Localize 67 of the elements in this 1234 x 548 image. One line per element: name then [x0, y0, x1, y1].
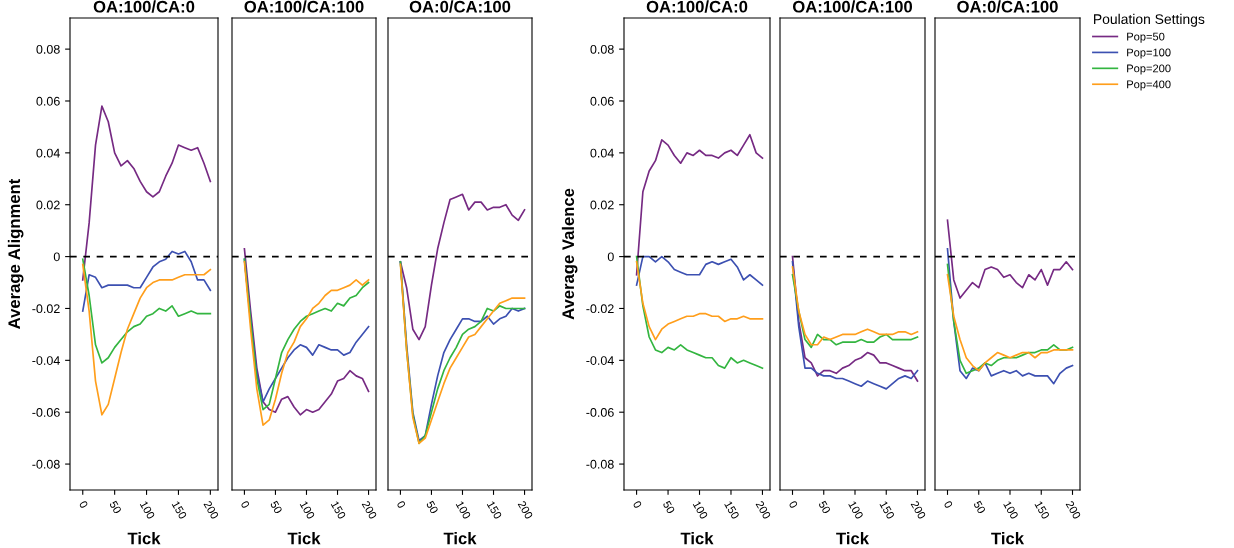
y-tick-label: -0.02: [586, 304, 614, 314]
x-axis-title: Tick: [836, 532, 870, 545]
x-tick-label: 200: [203, 500, 219, 520]
x-axis-title: Tick: [127, 532, 161, 545]
y-tick-label: -0.04: [32, 356, 60, 365]
x-tick-label: 150: [879, 500, 895, 520]
y-tick-label: 0: [607, 252, 614, 262]
x-tick-label: 50: [109, 500, 122, 515]
x-tick-label: 200: [755, 500, 772, 520]
x-tick-label: 0: [943, 500, 954, 509]
x-tick-label: 50: [662, 500, 676, 515]
x-tick-label: 200: [910, 500, 927, 520]
legend-label: Pop=100: [1127, 48, 1171, 59]
y-axis-title: Average Valence: [561, 188, 578, 320]
y-tick-label: 0.06: [36, 96, 60, 106]
x-tick-label: 100: [1003, 500, 1019, 520]
x-tick-label: 0: [78, 500, 89, 509]
x-tick-label: 150: [171, 500, 188, 520]
y-tick-label: -0.06: [32, 408, 60, 417]
x-tick-label: 0: [396, 500, 406, 509]
x-tick-label: 150: [724, 500, 740, 520]
x-axis-title: Tick: [991, 532, 1025, 545]
x-axis-title: Tick: [287, 532, 321, 545]
x-tick-label: 0: [788, 500, 799, 509]
x-tick-label: 100: [455, 500, 472, 520]
x-tick-label: 50: [426, 500, 439, 515]
y-tick-label: 0.04: [590, 148, 614, 158]
chart-title: OA:100/CA:0: [646, 0, 748, 13]
x-tick-label: 150: [486, 500, 503, 520]
x-tick-label: 200: [517, 500, 534, 520]
legend-title: Poulation Settings: [1094, 13, 1205, 27]
x-tick-label: 50: [270, 500, 283, 515]
y-axis-title: Average Alignment: [7, 178, 24, 329]
x-tick-label: 200: [1065, 500, 1082, 520]
y-tick-label: -0.08: [32, 459, 60, 469]
chart-title: OA:100/CA:100: [244, 0, 364, 13]
x-tick-label: 0: [240, 500, 250, 509]
chart-title: OA:0/CA:100: [409, 0, 511, 13]
y-tick-label: 0.06: [590, 96, 614, 106]
chart-title: OA:0/CA:100: [957, 0, 1058, 13]
x-tick-label: 50: [973, 500, 986, 515]
y-tick-label: 0.04: [36, 148, 60, 158]
y-tick-label: -0.08: [586, 459, 614, 469]
x-axis-title: Tick: [443, 532, 477, 545]
x-tick-label: 100: [139, 500, 156, 520]
x-tick-label: 150: [1034, 500, 1050, 520]
x-tick-label: 0: [632, 500, 643, 509]
x-tick-label: 100: [299, 500, 316, 520]
chart-title: OA:100/CA:100: [792, 0, 913, 13]
x-axis-title: Tick: [680, 532, 714, 545]
y-tick-label: -0.04: [586, 356, 614, 365]
chart-title: OA:100/CA:0: [93, 0, 195, 13]
legend-label: Pop=50: [1127, 32, 1165, 43]
legend-label: Pop=400: [1127, 80, 1171, 91]
x-tick-label: 100: [692, 500, 709, 520]
x-tick-label: 200: [361, 500, 378, 520]
y-tick-label: 0: [53, 252, 60, 262]
y-tick-label: 0.02: [36, 200, 60, 210]
y-tick-label: 0.02: [590, 200, 614, 210]
y-tick-label: 0.08: [36, 44, 60, 54]
x-tick-label: 50: [818, 500, 831, 515]
y-tick-label: -0.06: [586, 408, 614, 417]
x-tick-label: 150: [330, 500, 347, 520]
x-tick-label: 100: [848, 500, 864, 520]
y-tick-label: -0.02: [32, 304, 60, 314]
y-tick-label: 0.08: [590, 44, 614, 54]
legend-label: Pop=200: [1127, 64, 1171, 75]
